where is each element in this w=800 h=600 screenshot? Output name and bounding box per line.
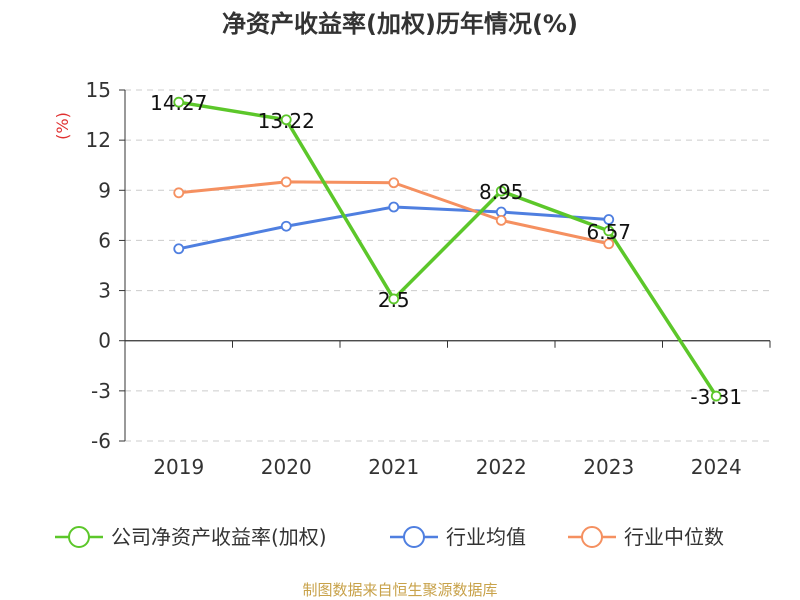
series-group [173,96,722,402]
series-line [178,100,718,397]
x-tick-labels: 2019 2020 2021 2022 2023 2024 [153,455,741,479]
y-tick-labels: 15 12 9 6 3 0 -3 -6 [86,78,111,453]
legend-item: 公司净资产收益率(加权) [55,525,327,549]
data-point [173,96,185,108]
legend-label: 行业均值 [446,525,526,549]
legend-item: 行业均值 [390,525,526,549]
data-point [495,185,507,197]
y-tick-label: 3 [98,279,111,303]
series-line [178,205,609,251]
x-tick-label: 2023 [583,455,634,479]
data-point [710,390,722,402]
y-tick-label: -3 [91,379,111,403]
x-tick-label: 2024 [691,455,742,479]
series-1 [173,201,615,255]
legend-item: 行业中位数 [568,525,724,549]
axes [119,89,771,442]
data-label: 2.5 [378,288,410,312]
data-label: -3.31 [690,385,742,409]
legend-label: 行业中位数 [624,525,724,549]
data-point [388,177,400,189]
data-point [173,187,185,199]
data-point [603,238,615,250]
legend-swatch-marker [403,526,425,548]
y-tick-label: 9 [98,178,111,202]
data-point [603,214,615,225]
series-2 [173,176,615,250]
x-tick-label: 2020 [261,455,312,479]
y-tick-label: 15 [86,78,111,102]
legend-swatch-marker [68,526,90,548]
y-tick-label: 0 [98,329,111,353]
data-point [173,243,185,255]
series-0 [173,96,722,402]
data-point [603,225,615,237]
data-label: 8.95 [479,180,524,204]
y-tick-label: 12 [86,128,111,152]
data-point [388,201,400,213]
data-point [388,293,400,305]
x-tick-label: 2022 [476,455,527,479]
data-label: 13.22 [258,109,315,133]
data-point [495,214,507,226]
data-label: 6.57 [586,220,631,244]
data-point [280,114,292,126]
data-point [280,176,292,188]
data-label: 14.27 [150,91,207,115]
legend-label: 公司净资产收益率(加权) [111,525,327,549]
data-point [280,220,292,232]
source-note: 制图数据来自恒生聚源数据库 [302,581,497,599]
x-tick-label: 2021 [368,455,419,479]
legend: 公司净资产收益率(加权) 行业均值 行业中位数 [55,525,724,549]
grid-lines [125,89,770,442]
y-tick-label: 6 [98,228,111,252]
y-tick-label: -6 [91,429,111,453]
x-tick-label: 2019 [153,455,204,479]
legend-swatch-marker [581,526,603,548]
y-axis-unit-label: (%) [53,112,72,140]
chart-title: 净资产收益率(加权)历年情况(%) [222,10,578,38]
data-labels: 14.27 13.22 2.5 8.95 6.57 -3.31 [150,91,742,409]
